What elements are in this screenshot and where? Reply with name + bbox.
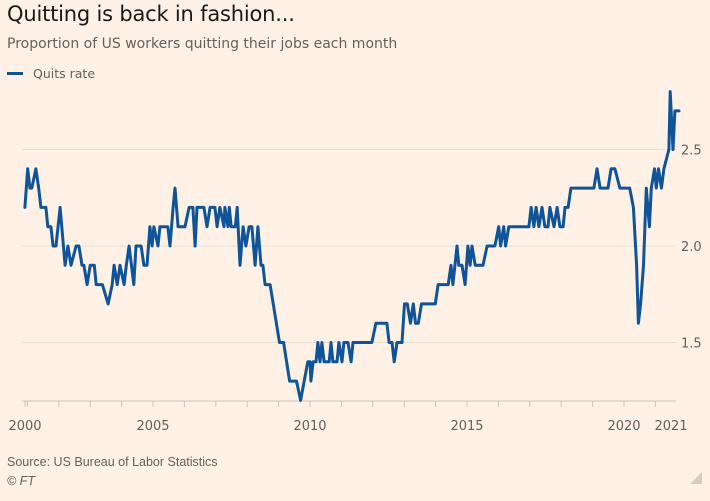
x-tick-label: 2020 <box>607 419 640 434</box>
y-tick-label: 2.5 <box>681 144 702 159</box>
x-tick-label: 2015 <box>450 419 483 434</box>
legend-swatch-quits-rate <box>7 72 23 75</box>
x-tick-label: 2010 <box>293 419 326 434</box>
copyright-note: © FT <box>7 474 35 488</box>
x-axis: 2000 2005 2010 2015 2020 2021 <box>8 400 688 434</box>
y-axis: 1.5 2.0 2.5 <box>681 144 702 352</box>
x-tick-label: 2000 <box>8 419 41 434</box>
chart-subtitle: Proportion of US workers quitting their … <box>7 36 398 52</box>
y-tick-label: 1.5 <box>681 337 702 352</box>
x-tick-label: 2005 <box>136 419 169 434</box>
source-note: Source: US Bureau of Labor Statistics <box>7 455 218 469</box>
legend-label-quits-rate: Quits rate <box>33 66 96 81</box>
legend: Quits rate <box>7 66 95 81</box>
gridlines <box>22 149 676 343</box>
y-tick-label: 2.0 <box>681 240 702 255</box>
resize-grip-icon[interactable] <box>690 472 702 484</box>
chart-title: Quitting is back in fashion... <box>7 2 295 26</box>
x-tick-label: 2021 <box>654 419 687 434</box>
series-layer <box>23 90 681 402</box>
